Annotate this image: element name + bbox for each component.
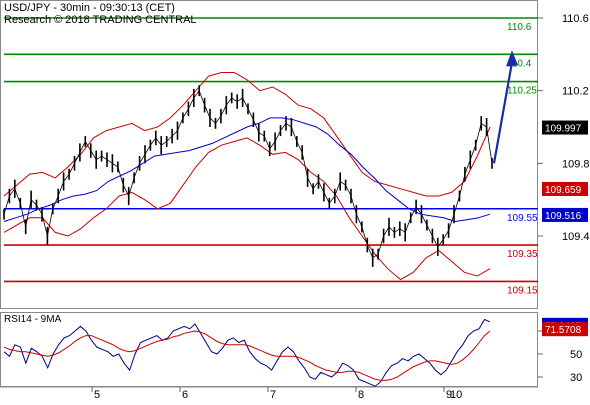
bollinger-upper-line [3, 72, 491, 197]
level-label-110.4: 110.4 [507, 58, 532, 69]
y-tick-label: 110.2 [562, 86, 589, 98]
level-label-110.6: 110.6 [507, 22, 532, 33]
price-marker-label-red: 109.659 [545, 185, 582, 196]
x-tick-label-6: 6 [182, 389, 188, 400]
rsi-panel-frame [0, 312, 538, 387]
rsi-tick-label: 30 [570, 372, 582, 384]
x-tick-label-9: 9 [446, 389, 452, 400]
x-tick-label-5: 5 [94, 389, 100, 400]
level-label-109.15: 109.15 [507, 285, 538, 296]
price-marker-label-blue: 109.516 [545, 211, 582, 222]
rsi-tick-label: 50 [570, 349, 582, 361]
main-layers: 110.6 110.4 110.25 109.55 109.35 109.15 [3, 17, 538, 296]
x-tick-label-10: 10 [450, 389, 462, 400]
moving-average-line [3, 117, 491, 223]
rsi-line [3, 318, 491, 387]
rsi-ma-line [3, 330, 491, 381]
x-tick-label-7: 7 [270, 389, 276, 400]
bollinger-lower-line [3, 137, 491, 281]
price-marker-box-red [542, 181, 588, 196]
projection-arrowhead [506, 50, 518, 67]
chart-subtitle: Research © 2018 TRADING CENTRAL [4, 14, 197, 26]
y-tick-label: 109.8 [562, 158, 590, 170]
chart-title: USD/JPY - 30min - 09:30:13 (CET) [4, 2, 175, 14]
x-tick-label-8: 8 [358, 389, 364, 400]
y-tick-label: 110.6 [562, 13, 589, 25]
price-marker-label-last: 109.997 [545, 124, 582, 135]
price-marker-box-blue [542, 207, 588, 222]
price-marker-box-last [542, 120, 588, 135]
rsi-marker-box-red [542, 322, 588, 337]
axis-layers: 110.6 110.2 109.8 109.4 109.997 109.659 109.51… [91, 13, 590, 401]
price-line [3, 89, 493, 259]
rsi-marker-label-red: 71.5708 [545, 325, 582, 336]
rsi-label: RSI14 - 9MA [4, 314, 62, 325]
y-tick-label: 109.4 [562, 231, 590, 243]
level-label-110.25: 110.25 [507, 86, 537, 97]
main-panel-frame [0, 0, 538, 309]
rsi-layers [3, 318, 491, 387]
level-label-109.55: 109.55 [507, 213, 538, 224]
projection-arrow [492, 62, 514, 164]
level-label-109.35: 109.35 [507, 249, 538, 260]
